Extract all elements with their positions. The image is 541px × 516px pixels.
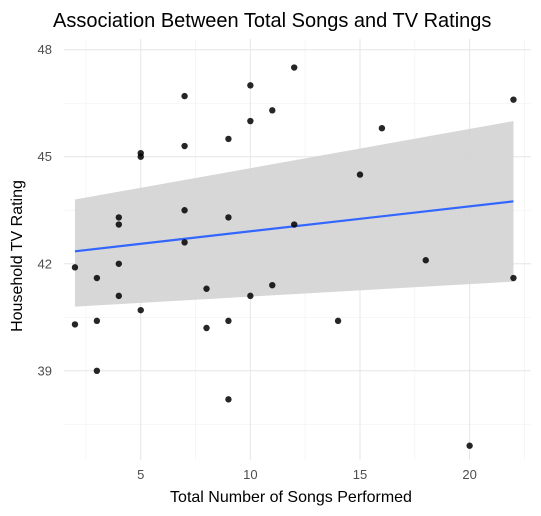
x-tick-label: 15 <box>353 467 367 482</box>
minor-gridlines <box>64 39 531 460</box>
y-tick-label: 42 <box>38 256 52 271</box>
y-axis-ticks: 39 42 45 48 <box>38 42 52 378</box>
data-point <box>356 171 364 178</box>
data-point <box>115 292 123 300</box>
data-point <box>181 92 188 100</box>
data-point <box>247 82 254 89</box>
y-tick-label: 45 <box>38 149 52 164</box>
data-point <box>269 281 276 289</box>
data-point <box>510 96 517 103</box>
data-point <box>93 317 101 325</box>
x-tick-label: 20 <box>462 467 476 482</box>
data-point <box>93 367 101 375</box>
data-point <box>115 260 123 267</box>
data-point <box>181 142 188 150</box>
x-tick-label: 10 <box>243 467 257 482</box>
data-point <box>334 317 342 325</box>
data-point <box>378 124 386 132</box>
data-points <box>71 64 517 449</box>
data-point <box>93 274 101 282</box>
data-point <box>291 64 298 71</box>
data-point <box>71 321 79 328</box>
data-point <box>225 396 232 403</box>
data-point <box>269 107 276 114</box>
data-point <box>422 257 429 264</box>
data-point <box>137 306 144 314</box>
data-point <box>466 442 473 449</box>
data-point <box>225 317 232 325</box>
y-axis-title: Household TV Rating <box>9 180 26 332</box>
data-point <box>247 292 254 300</box>
y-tick-label: 48 <box>38 42 52 57</box>
data-point <box>115 221 123 228</box>
data-point <box>137 153 144 160</box>
data-point <box>225 214 232 221</box>
confidence-band <box>74 121 514 307</box>
chart-title: Association Between Total Songs and TV R… <box>53 10 491 32</box>
data-point <box>225 135 232 143</box>
data-point <box>71 264 79 271</box>
x-axis-ticks: 5 10 15 20 <box>137 467 477 482</box>
data-point <box>291 221 298 228</box>
data-point <box>203 285 210 292</box>
data-point <box>181 207 188 214</box>
data-point <box>247 117 254 125</box>
data-point <box>510 274 517 282</box>
x-tick-label: 5 <box>137 467 144 482</box>
data-point <box>115 214 123 221</box>
x-axis-title: Total Number of Songs Performed <box>170 489 412 506</box>
data-point <box>203 324 210 332</box>
data-point <box>181 239 188 246</box>
y-tick-label: 39 <box>38 363 52 378</box>
